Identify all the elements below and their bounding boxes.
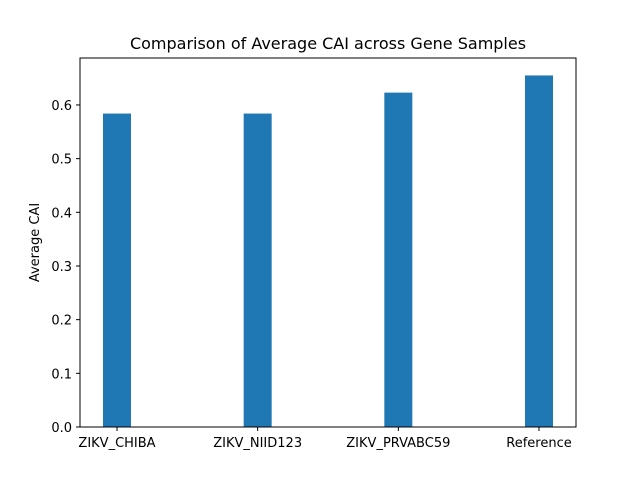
y-tick-label: 0.0 [51,421,72,436]
chart-title: Comparison of Average CAI across Gene Sa… [130,34,526,53]
bar-zikv_niid123 [243,113,272,427]
y-tick-label: 0.3 [51,260,72,275]
y-axis: 0.0 0.1 0.2 0.3 0.4 0.5 0.6 [51,99,80,436]
bar-zikv_prvabc59 [384,92,413,428]
y-tick-label: 0.2 [51,314,72,329]
bar-reference [525,75,553,427]
y-tick-label: 0.1 [51,367,72,382]
x-tick-label: Reference [506,436,571,451]
x-axis: ZIKV_CHIBA ZIKV_NIID123 ZIKV_PRVABC59 Refer… [78,427,572,451]
bar-zikv_chiba [103,113,131,427]
y-tick-label: 0.4 [51,206,72,221]
x-tick-label: ZIKV_PRVABC59 [346,436,450,451]
y-tick-label: 0.6 [51,99,72,114]
x-tick-label: ZIKV_CHIBA [78,436,155,451]
x-tick-label: ZIKV_NIID123 [213,436,302,451]
bars-group [103,75,553,428]
axes-frame [79,57,577,428]
y-axis-label: Average CAI [28,203,43,282]
y-tick-label: 0.5 [51,153,72,168]
